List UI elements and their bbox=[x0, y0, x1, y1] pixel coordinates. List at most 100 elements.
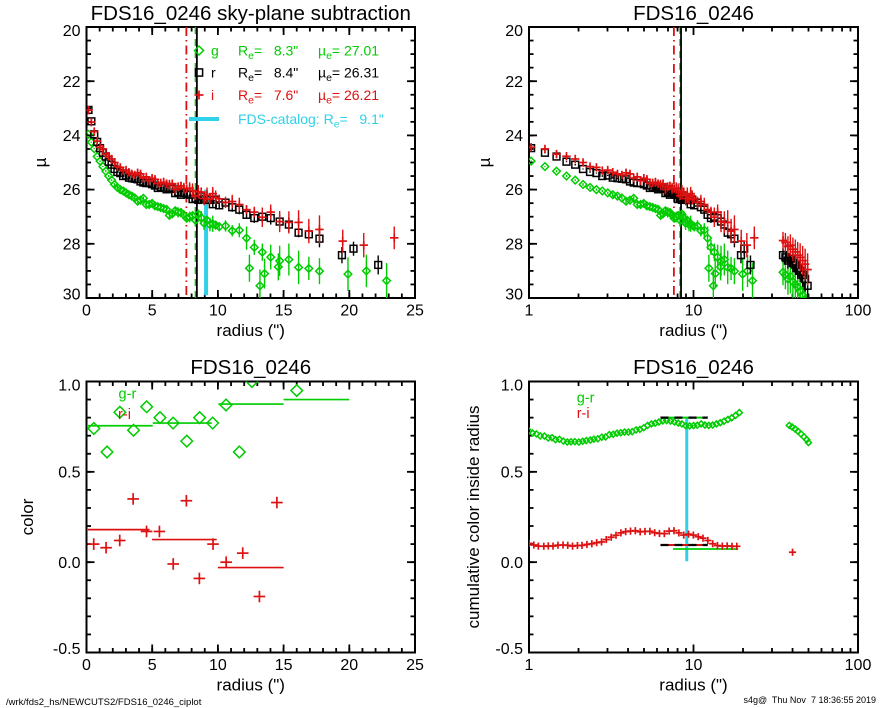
marker-square bbox=[783, 256, 793, 265]
marker-diamond bbox=[708, 420, 717, 430]
marker-diamond bbox=[689, 221, 700, 232]
y-tick-label: 26 bbox=[505, 182, 523, 199]
marker-diamond bbox=[612, 191, 623, 201]
marker-diamond bbox=[710, 268, 721, 279]
marker-diamond bbox=[227, 225, 238, 236]
marker-diamond bbox=[729, 266, 740, 277]
y-tick-label: 0.5 bbox=[58, 464, 80, 481]
marker-square bbox=[488, 131, 495, 138]
marker-diamond bbox=[547, 433, 557, 442]
series-g-r bbox=[86, 381, 304, 459]
axis-ticks bbox=[528, 380, 859, 654]
marker-diamond bbox=[234, 225, 245, 236]
marker-diamond bbox=[244, 263, 255, 274]
marker-diamond bbox=[529, 156, 536, 167]
marker-diamond bbox=[293, 262, 304, 273]
marker-diamond bbox=[245, 381, 259, 389]
series-r bbox=[488, 131, 812, 298]
y-axis-label: µ bbox=[31, 157, 50, 167]
marker-diamond bbox=[621, 196, 631, 207]
marker-diamond bbox=[303, 263, 314, 274]
x-tick-label: 10 bbox=[685, 303, 703, 320]
legend-catalog-text: FDS-catalog: Re​= 9.1" bbox=[238, 111, 384, 131]
x-tick-label: 1 bbox=[525, 657, 534, 674]
y-tick-label: -0.5 bbox=[53, 641, 81, 658]
chart-title: FDS16_0246 bbox=[633, 356, 754, 379]
y-axis-label: cumulative color inside radius bbox=[464, 406, 483, 629]
marker-diamond bbox=[138, 193, 149, 204]
chart-title: FDS16_0246 sky-plane subtraction bbox=[91, 2, 411, 25]
legend-effective-mu: µe​= 26.21 bbox=[318, 87, 379, 107]
marker-diamond bbox=[255, 280, 265, 291]
marker-diamond bbox=[570, 175, 581, 185]
x-tick-label: 100 bbox=[845, 303, 872, 320]
axis-ticks bbox=[85, 26, 416, 299]
axis-ticks bbox=[85, 380, 416, 654]
series-label-r-i: r-i bbox=[577, 406, 590, 422]
series-g bbox=[86, 129, 392, 298]
y-tick-label: 28 bbox=[505, 236, 523, 253]
marker-diamond bbox=[555, 435, 564, 444]
marker-square bbox=[337, 251, 347, 260]
y-tick-label: 20 bbox=[63, 23, 81, 40]
y-tick-label: 30 bbox=[505, 287, 523, 304]
marker-diamond bbox=[602, 187, 613, 198]
marker-diamond bbox=[219, 398, 233, 412]
chart-sky-plane-subtraction: FDS16_0246 sky-plane subtraction radius (… bbox=[31, 2, 424, 340]
marker-diamond bbox=[591, 184, 602, 195]
x-tick-label: 10 bbox=[209, 303, 227, 320]
series-g-r bbox=[529, 408, 813, 447]
marker-diamond bbox=[249, 242, 260, 253]
marker-diamond bbox=[532, 429, 541, 438]
marker-diamond bbox=[343, 269, 353, 280]
marker-diamond bbox=[747, 275, 758, 286]
y-axis-label: µ bbox=[475, 157, 494, 167]
y-tick-label: 0.5 bbox=[501, 464, 523, 481]
x-tick-label: 15 bbox=[275, 657, 293, 674]
x-tick-label: 10 bbox=[209, 657, 227, 674]
series-i bbox=[529, 143, 812, 286]
y-tick-label: 1.0 bbox=[58, 377, 80, 394]
marker-diamond bbox=[205, 416, 220, 430]
marker-diamond bbox=[578, 179, 588, 190]
y-tick-label: 28 bbox=[63, 236, 81, 253]
legend-row-g bbox=[193, 44, 205, 57]
marker-diamond bbox=[696, 225, 706, 236]
x-tick-label: 5 bbox=[148, 303, 157, 320]
legend-effective-radius: Re​= 8.3" bbox=[238, 43, 298, 63]
marker-diamond bbox=[719, 254, 730, 265]
plot-frame bbox=[85, 380, 416, 654]
series-i bbox=[86, 105, 399, 258]
y-tick-label: 26 bbox=[63, 182, 81, 199]
marker-diamond bbox=[540, 432, 549, 441]
legend-effective-mu: µe​= 26.31 bbox=[318, 65, 379, 85]
data-area bbox=[86, 27, 399, 298]
y-tick-label: 20 bbox=[505, 23, 523, 40]
marker-diamond bbox=[677, 209, 687, 220]
y-tick-label: 22 bbox=[505, 74, 523, 91]
marker-diamond bbox=[179, 434, 194, 448]
x-tick-label: 20 bbox=[340, 657, 358, 674]
legend-marker-square bbox=[194, 68, 204, 77]
legend-marker-diamond bbox=[193, 44, 205, 57]
marker-diamond bbox=[628, 193, 639, 204]
series-g bbox=[488, 145, 812, 308]
x-tick-label: 20 bbox=[340, 303, 358, 320]
marker-diamond bbox=[289, 383, 304, 398]
marker-diamond bbox=[192, 410, 207, 425]
legend-effective-radius: Re​= 7.6" bbox=[238, 87, 298, 107]
marker-diamond bbox=[675, 215, 685, 226]
data-area bbox=[529, 408, 813, 562]
marker-diamond bbox=[715, 261, 726, 272]
marker-diamond bbox=[609, 430, 618, 439]
marker-diamond bbox=[802, 435, 811, 444]
series-label-g-r: g-r bbox=[577, 390, 595, 406]
marker-diamond bbox=[804, 300, 812, 308]
y-tick-label: 0.0 bbox=[58, 555, 80, 572]
marker-diamond bbox=[529, 426, 534, 436]
x-tick-label: 15 bbox=[275, 303, 293, 320]
marker-diamond bbox=[314, 266, 325, 277]
marker-diamond bbox=[488, 145, 496, 153]
chart-title: FDS16_0246 bbox=[190, 356, 311, 379]
